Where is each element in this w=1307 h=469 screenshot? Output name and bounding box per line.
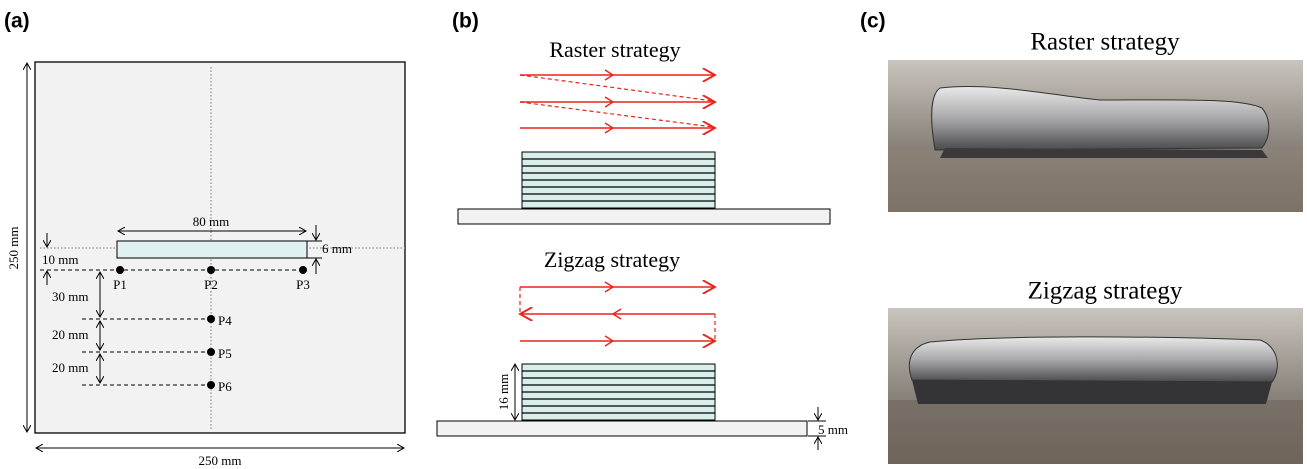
label: 10 mm bbox=[42, 252, 78, 267]
shape-rect bbox=[458, 209, 830, 224]
label: 16 mm bbox=[496, 374, 511, 410]
shape-circle bbox=[116, 266, 124, 274]
shape-circle bbox=[207, 348, 215, 356]
shape-circle bbox=[207, 315, 215, 323]
label: P2 bbox=[204, 277, 218, 292]
shape-rect bbox=[117, 241, 307, 258]
label: 80 mm bbox=[193, 214, 229, 229]
label: (c) bbox=[860, 10, 886, 33]
shape-line bbox=[520, 75, 713, 101]
label: P6 bbox=[218, 379, 232, 394]
label: P1 bbox=[113, 277, 127, 292]
label: P5 bbox=[218, 346, 232, 361]
label: 5 mm bbox=[818, 422, 848, 437]
label: Zigzag strategy bbox=[1028, 278, 1183, 305]
label: P4 bbox=[218, 313, 232, 328]
label: (a) bbox=[4, 10, 30, 33]
label: 20 mm bbox=[52, 327, 88, 342]
label: Zigzag strategy bbox=[544, 247, 680, 272]
group bbox=[522, 364, 715, 420]
shape-rect bbox=[888, 150, 1303, 212]
shape-path bbox=[909, 337, 1277, 382]
label: 30 mm bbox=[52, 289, 88, 304]
shape-circle bbox=[299, 266, 307, 274]
label: 250 mm bbox=[199, 453, 242, 468]
label: 250 mm bbox=[6, 227, 21, 270]
figure: (a) 80 mm 6 mm 10 mm P1 P2 P3 P4 P5 P6 3… bbox=[0, 0, 1307, 469]
shape-circle bbox=[207, 266, 215, 274]
shape-circle bbox=[207, 381, 215, 389]
shape-rect bbox=[437, 421, 807, 436]
shape-rect bbox=[888, 400, 1303, 464]
group bbox=[522, 152, 715, 208]
shape-line bbox=[520, 102, 713, 127]
shape-path bbox=[912, 380, 1272, 404]
label: Raster strategy bbox=[1030, 29, 1180, 56]
label: 6 mm bbox=[322, 241, 352, 256]
label: Raster strategy bbox=[549, 37, 680, 62]
label: (b) bbox=[452, 10, 479, 33]
label: 20 mm bbox=[52, 360, 88, 375]
label: P3 bbox=[296, 277, 310, 292]
